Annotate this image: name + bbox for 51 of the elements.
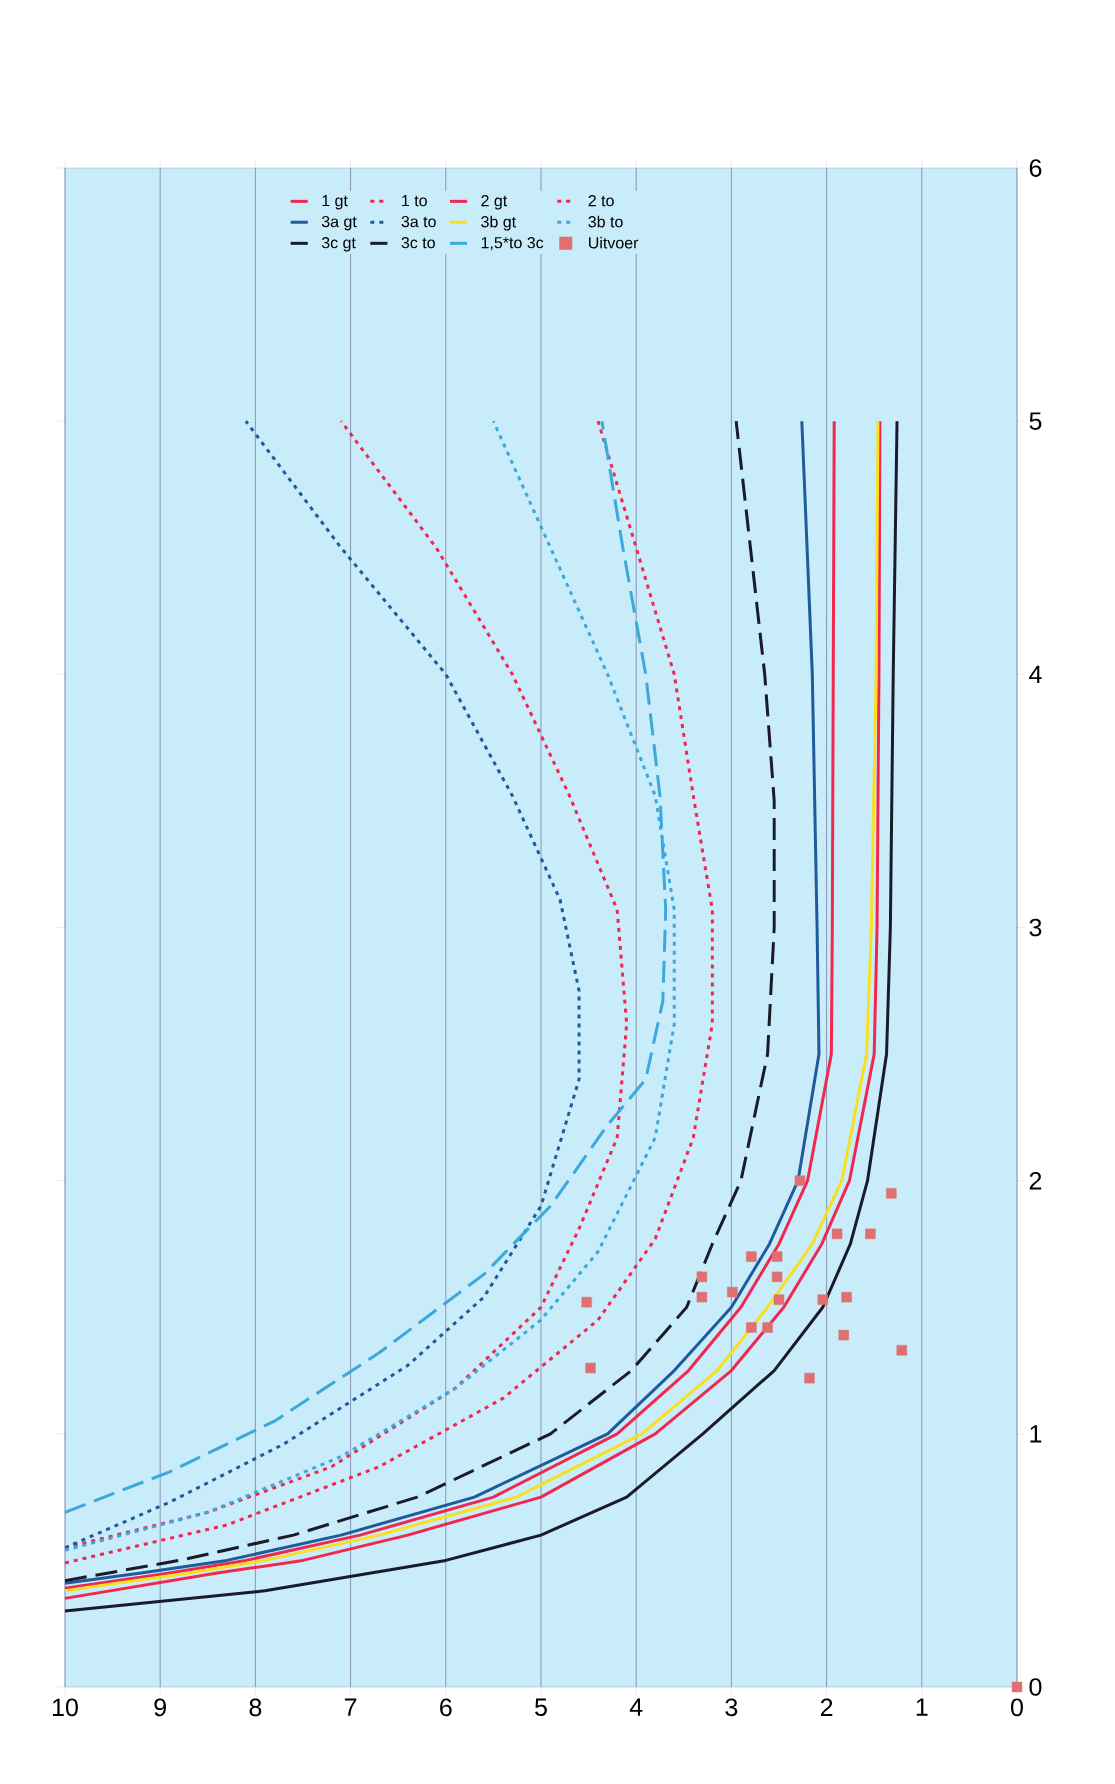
point <box>746 1251 757 1262</box>
legend-label: 1,5*to 3c <box>481 237 544 251</box>
y-tick-label: 0 <box>1029 1678 1042 1696</box>
legend-label: 3a to <box>401 215 436 228</box>
x-tick-label: 7 <box>344 1698 357 1716</box>
point <box>831 1228 843 1240</box>
point <box>771 1271 783 1283</box>
legend-label: 3c gt <box>321 237 356 252</box>
point <box>896 1345 907 1356</box>
legend-label: 3c to <box>401 237 435 249</box>
point <box>838 1329 849 1341</box>
legend-label: 2 gt <box>481 195 508 210</box>
point <box>794 1175 806 1186</box>
point <box>804 1372 815 1384</box>
x-tick-label: 9 <box>154 1698 166 1717</box>
x-tick-label: 5 <box>535 1698 547 1716</box>
point <box>727 1286 738 1298</box>
y-tick-label: 4 <box>1029 665 1042 683</box>
x-tick-label: 8 <box>249 1698 262 1717</box>
point <box>841 1291 852 1303</box>
legend-label: 3b gt <box>481 215 517 231</box>
point <box>865 1228 876 1240</box>
point <box>585 1362 596 1374</box>
point <box>773 1294 785 1305</box>
x-tick-label: 6 <box>440 1698 452 1717</box>
legend-label: 2 to <box>588 195 614 207</box>
x-tick-label: 4 <box>629 1698 643 1716</box>
point <box>886 1188 897 1199</box>
point <box>817 1294 828 1305</box>
point <box>696 1291 708 1303</box>
x-tick-label: 10 <box>52 1698 78 1717</box>
point <box>771 1251 783 1262</box>
legend-label: 1 to <box>402 195 427 207</box>
x-tick-label: 1 <box>916 1698 928 1716</box>
legend-label: 3a gt <box>321 215 357 231</box>
point <box>696 1271 708 1283</box>
point <box>762 1322 773 1333</box>
y-tick-label: 3 <box>1029 918 1042 937</box>
x-tick-label: 2 <box>820 1698 833 1716</box>
point <box>1011 1681 1023 1693</box>
point <box>746 1322 757 1333</box>
y-tick-label: 1 <box>1030 1425 1042 1443</box>
x-tick-label: 0 <box>1011 1698 1023 1717</box>
y-tick-label: 6 <box>1029 159 1042 177</box>
legend-label: 3b to <box>588 215 623 228</box>
legend-label: Uitvoer <box>589 236 639 249</box>
x-tick-label: 3 <box>725 1698 738 1717</box>
y-tick-label: 2 <box>1029 1171 1042 1190</box>
legend-label: 1 gt <box>322 195 348 210</box>
y-tick-label: 5 <box>1029 412 1042 430</box>
point <box>581 1296 592 1308</box>
